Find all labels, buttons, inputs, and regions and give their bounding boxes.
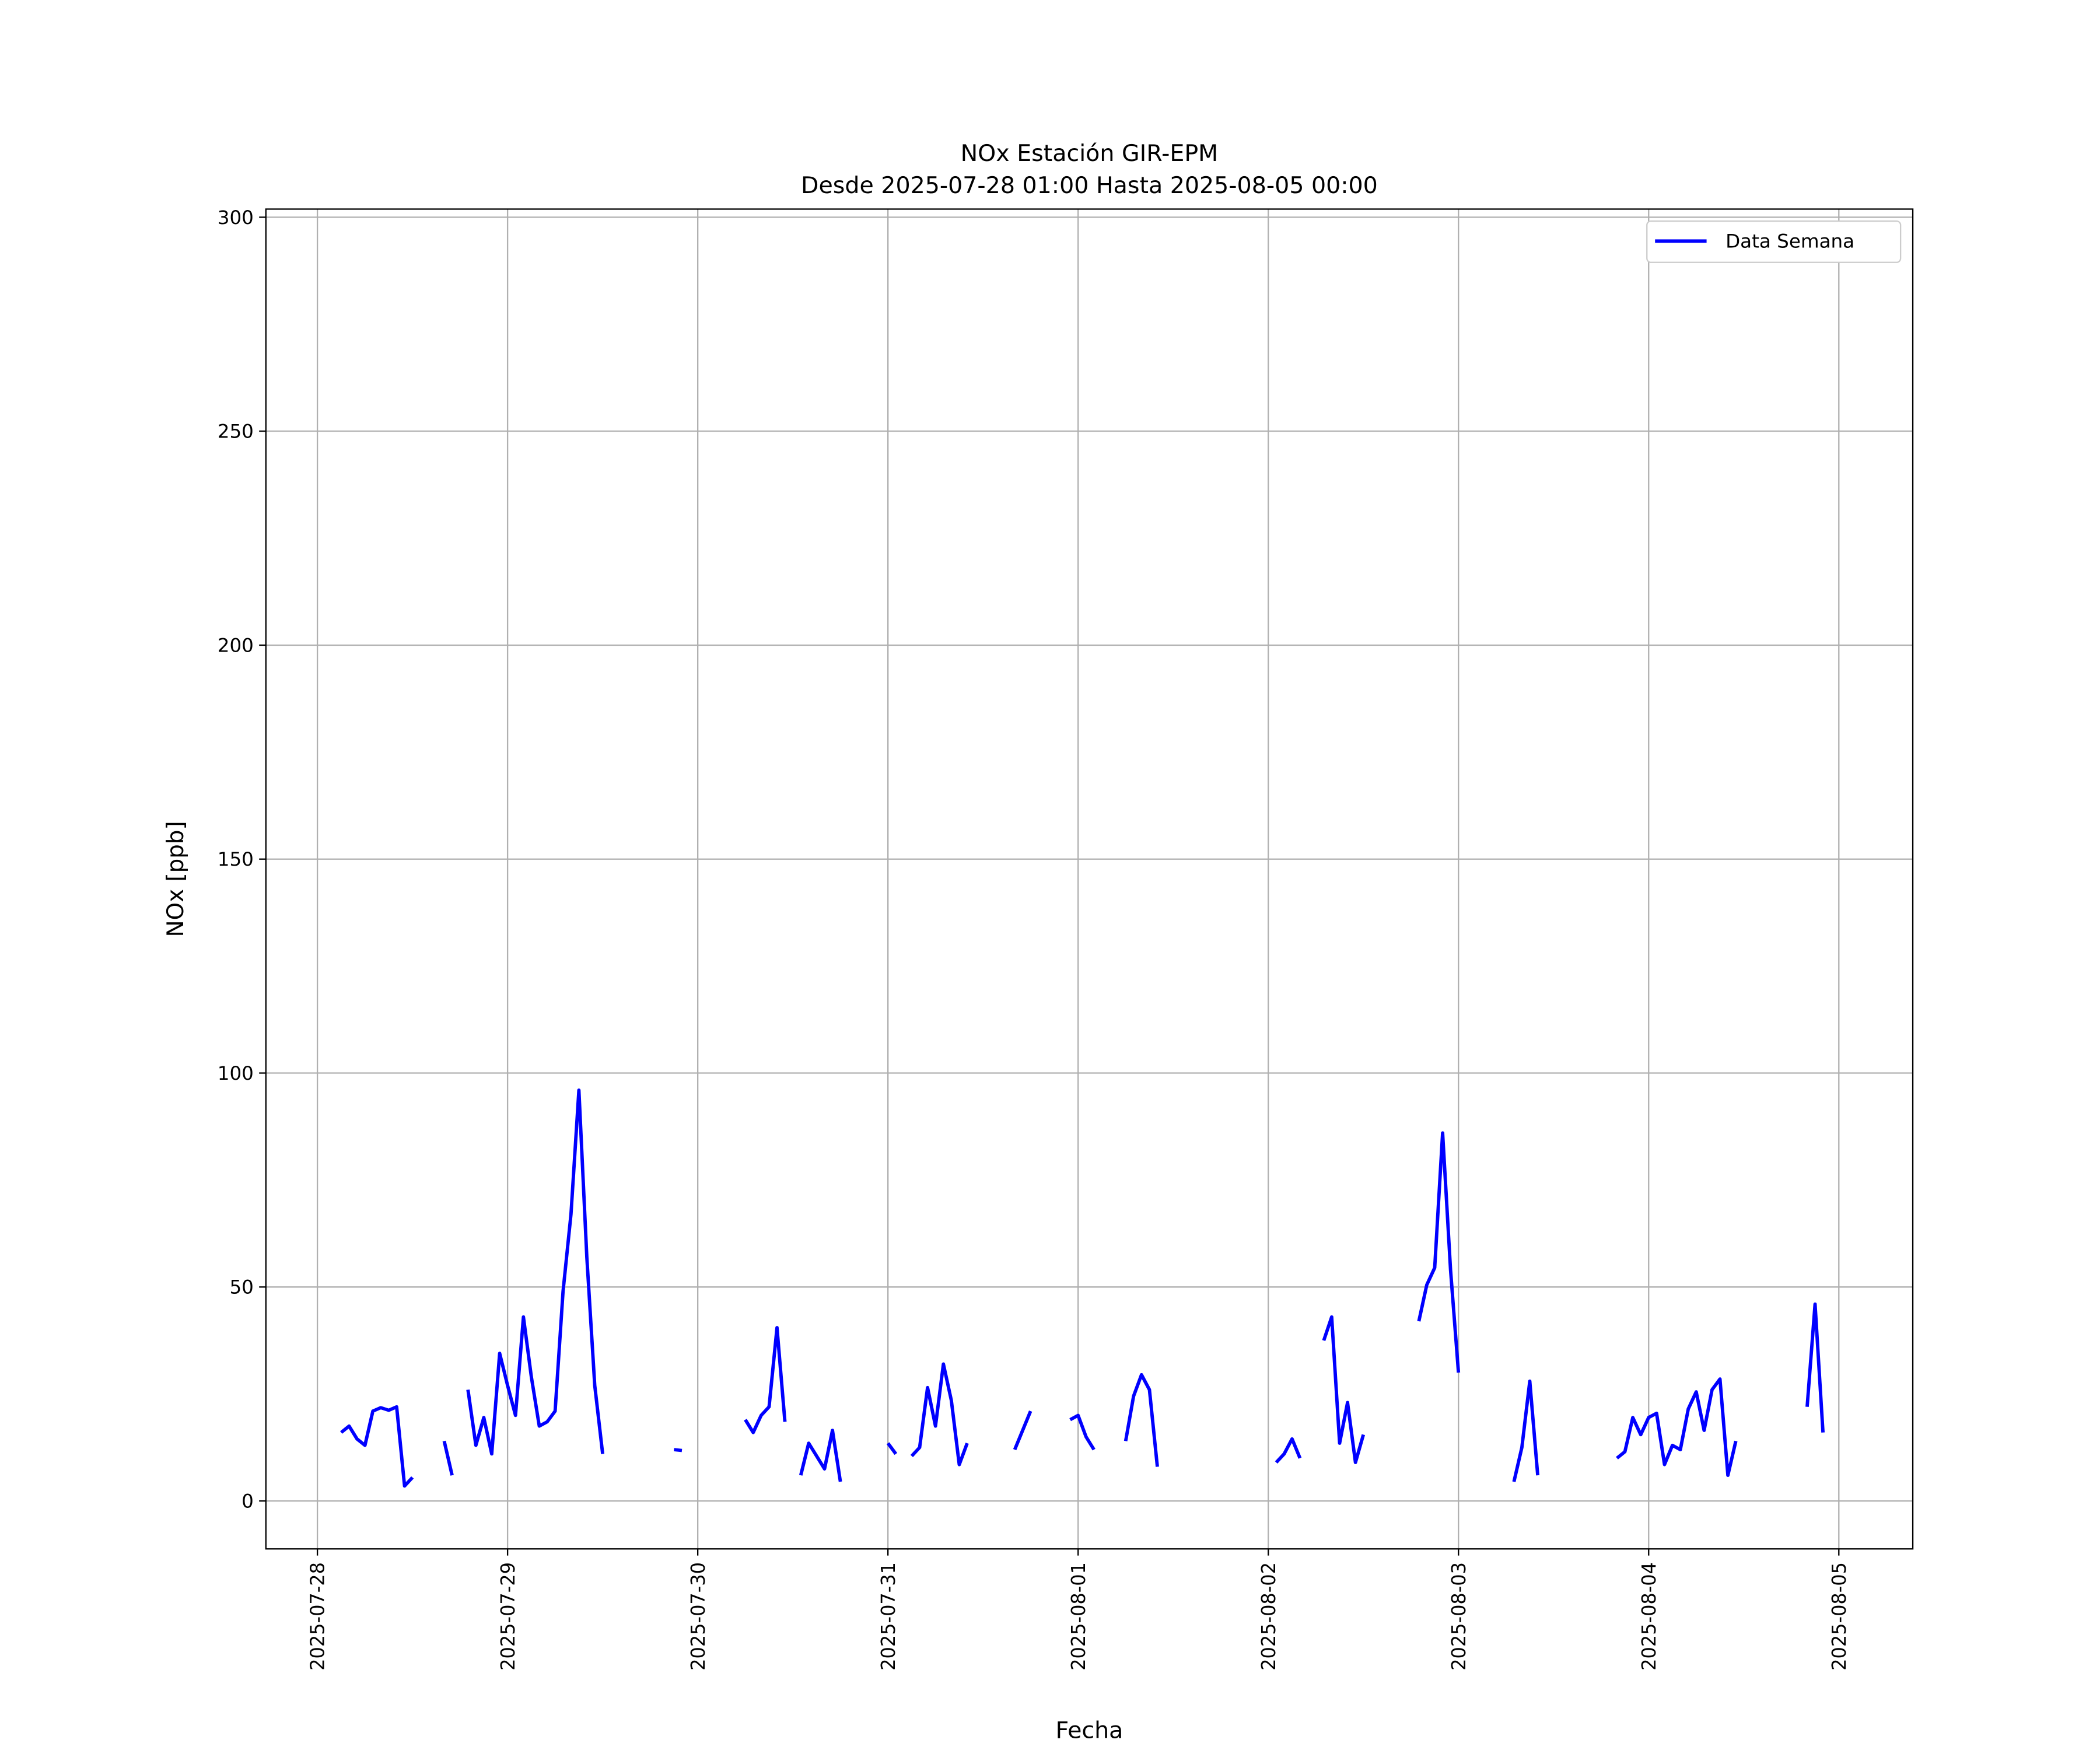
y-tick-label: 150	[218, 848, 254, 870]
x-tick-label: 2025-07-31	[877, 1562, 900, 1671]
y-tick-label: 50	[229, 1276, 253, 1298]
x-tick-label: 2025-07-29	[496, 1562, 519, 1671]
x-tick-label: 2025-07-30	[687, 1562, 709, 1671]
x-tick-label: 2025-08-03	[1448, 1562, 1470, 1671]
x-axis-label: Fecha	[1056, 1718, 1124, 1744]
chart-subtitle: Desde 2025-07-28 01:00 Hasta 2025-08-05 …	[801, 173, 1378, 199]
y-tick-label: 100	[218, 1062, 254, 1084]
x-tick-label: 2025-08-01	[1068, 1562, 1090, 1671]
legend-box	[1646, 220, 1902, 263]
x-tick-label: 2025-07-28	[306, 1562, 328, 1671]
y-axis-label: NOx [ppb]	[163, 821, 189, 937]
x-tick-label: 2025-08-05	[1828, 1562, 1850, 1671]
y-tick-label: 200	[218, 635, 254, 657]
legend-label: Data Semana	[1726, 230, 1854, 253]
x-tick-label: 2025-08-04	[1638, 1562, 1660, 1671]
y-tick-label: 0	[242, 1490, 254, 1513]
data-line	[340, 1088, 1825, 1488]
plot-frame	[265, 208, 1914, 1550]
y-tick-label: 250	[218, 421, 254, 443]
y-tick-label: 300	[218, 206, 254, 229]
chart-title: NOx Estación GIR-EPM	[961, 141, 1219, 167]
x-tick-label: 2025-08-02	[1258, 1562, 1280, 1671]
